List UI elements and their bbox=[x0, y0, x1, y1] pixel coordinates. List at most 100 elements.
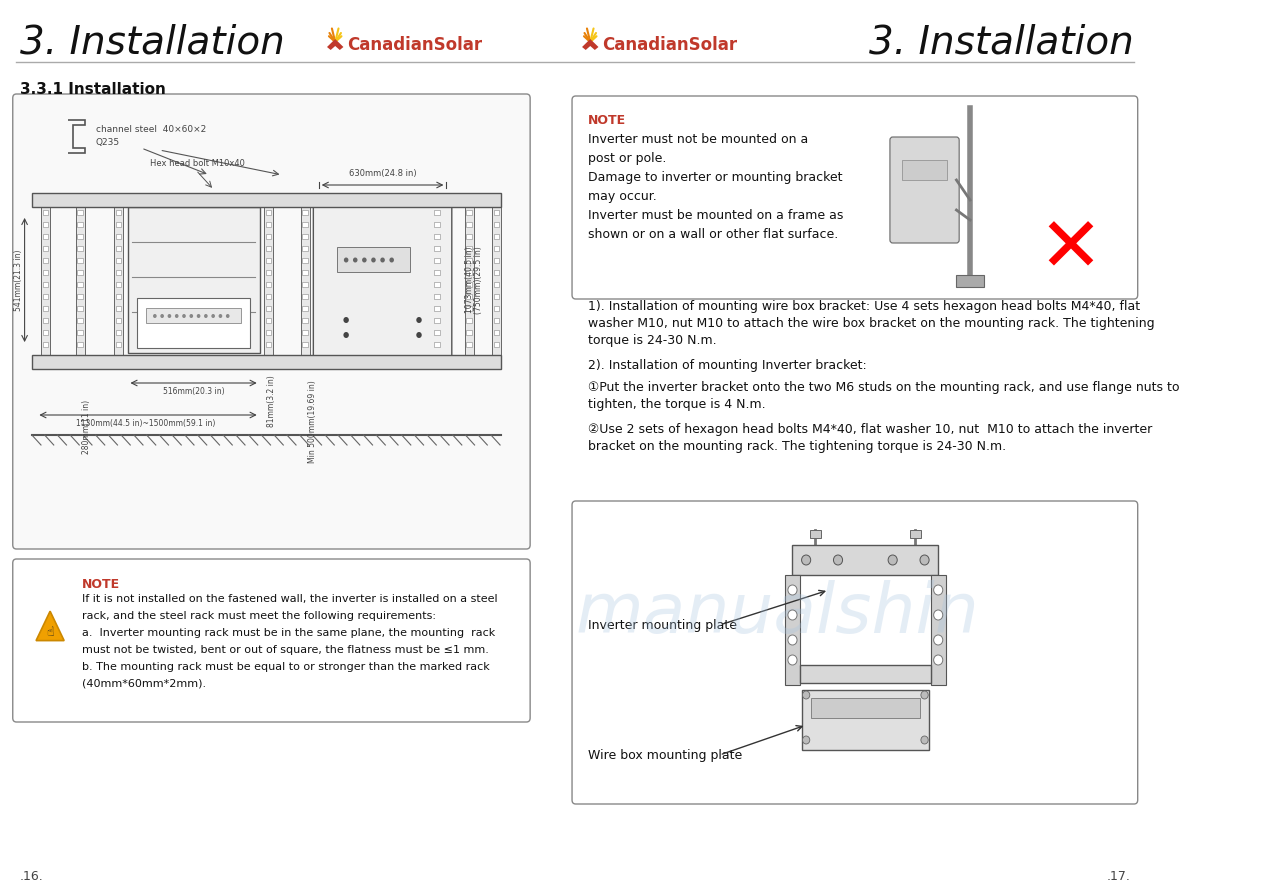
Text: (750mm)(29.5 in): (750mm)(29.5 in) bbox=[474, 246, 482, 314]
Bar bbox=[302, 318, 308, 323]
Circle shape bbox=[788, 585, 797, 595]
Text: may occur.: may occur. bbox=[587, 190, 657, 203]
Text: CanadianSolar: CanadianSolar bbox=[347, 36, 482, 54]
Circle shape bbox=[218, 314, 222, 318]
Bar bbox=[116, 318, 121, 323]
Bar bbox=[494, 234, 499, 239]
Circle shape bbox=[933, 655, 942, 665]
Bar bbox=[302, 258, 308, 263]
FancyBboxPatch shape bbox=[13, 94, 530, 549]
Bar bbox=[77, 294, 83, 299]
Bar bbox=[494, 270, 499, 275]
Circle shape bbox=[160, 314, 164, 318]
Bar bbox=[466, 222, 472, 227]
Bar bbox=[301, 195, 309, 365]
Text: Hex head bolt M10x40: Hex head bolt M10x40 bbox=[150, 160, 245, 169]
Bar bbox=[32, 355, 501, 369]
Bar bbox=[266, 306, 272, 311]
Bar bbox=[494, 294, 499, 299]
Bar bbox=[792, 545, 938, 575]
Bar bbox=[434, 234, 440, 239]
Text: Min 500mm(19.69 in): Min 500mm(19.69 in) bbox=[308, 380, 317, 463]
Circle shape bbox=[417, 317, 422, 323]
Bar bbox=[114, 195, 123, 365]
Text: NOTE: NOTE bbox=[587, 114, 625, 127]
Bar bbox=[811, 698, 919, 718]
Bar bbox=[43, 330, 48, 335]
Text: torque is 24-30 N.m.: torque is 24-30 N.m. bbox=[587, 334, 716, 347]
Bar bbox=[40, 195, 51, 365]
Bar bbox=[43, 282, 48, 287]
Bar bbox=[302, 330, 308, 335]
Bar bbox=[434, 282, 440, 287]
Bar bbox=[266, 330, 272, 335]
Bar bbox=[266, 258, 272, 263]
Text: must not be twisted, bent or out of square, the flatness must be ≤1 mm.: must not be twisted, bent or out of squa… bbox=[82, 645, 489, 655]
Bar bbox=[494, 246, 499, 251]
Text: tighten, the torque is 4 N.m.: tighten, the torque is 4 N.m. bbox=[587, 398, 765, 411]
Bar bbox=[266, 270, 272, 275]
Text: channel steel  40×60×2: channel steel 40×60×2 bbox=[96, 126, 206, 135]
Text: manualshin: manualshin bbox=[576, 580, 979, 647]
Bar bbox=[116, 210, 121, 215]
Bar bbox=[32, 193, 501, 207]
Bar bbox=[302, 294, 308, 299]
Polygon shape bbox=[327, 39, 344, 50]
Text: 3. Installation: 3. Installation bbox=[869, 23, 1134, 61]
Bar bbox=[77, 342, 83, 347]
Bar bbox=[466, 234, 472, 239]
Circle shape bbox=[389, 258, 394, 262]
Bar bbox=[43, 234, 48, 239]
Bar bbox=[810, 530, 821, 538]
Text: 1). Installation of mounting wire box bracket: Use 4 sets hexagon head bolts M4*: 1). Installation of mounting wire box br… bbox=[587, 300, 1139, 313]
Text: 3. Installation: 3. Installation bbox=[20, 23, 284, 61]
Bar bbox=[266, 318, 272, 323]
Text: 1073mm(40.5 in): 1073mm(40.5 in) bbox=[465, 247, 474, 313]
Circle shape bbox=[933, 610, 942, 620]
Text: Damage to inverter or mounting bracket: Damage to inverter or mounting bracket bbox=[587, 171, 842, 184]
Bar bbox=[77, 222, 83, 227]
Bar bbox=[77, 306, 83, 311]
Bar bbox=[116, 246, 121, 251]
Bar bbox=[43, 306, 48, 311]
Text: Inverter must not be mounted on a: Inverter must not be mounted on a bbox=[587, 133, 808, 146]
Bar bbox=[434, 210, 440, 215]
Circle shape bbox=[352, 258, 357, 262]
Circle shape bbox=[788, 655, 797, 665]
Circle shape bbox=[888, 555, 897, 565]
Bar bbox=[266, 210, 272, 215]
Bar bbox=[136, 298, 250, 348]
Bar bbox=[434, 318, 440, 323]
Bar bbox=[266, 222, 272, 227]
FancyBboxPatch shape bbox=[313, 201, 452, 366]
Text: .17.: .17. bbox=[1106, 870, 1130, 883]
Bar bbox=[302, 342, 308, 347]
Bar bbox=[76, 195, 85, 365]
Bar bbox=[494, 342, 499, 347]
Text: 1130mm(44.5 in)~1500mm(59.1 in): 1130mm(44.5 in)~1500mm(59.1 in) bbox=[76, 419, 216, 428]
Circle shape bbox=[168, 314, 172, 318]
Circle shape bbox=[153, 314, 157, 318]
Bar bbox=[337, 247, 410, 272]
Bar bbox=[434, 294, 440, 299]
Circle shape bbox=[189, 314, 193, 318]
Bar bbox=[466, 270, 472, 275]
Circle shape bbox=[802, 691, 810, 699]
Bar bbox=[77, 270, 83, 275]
Bar bbox=[494, 306, 499, 311]
Bar bbox=[434, 258, 440, 263]
Text: If it is not installed on the fastened wall, the inverter is installed on a stee: If it is not installed on the fastened w… bbox=[82, 594, 498, 604]
Bar bbox=[116, 282, 121, 287]
Circle shape bbox=[344, 332, 349, 338]
Polygon shape bbox=[582, 39, 599, 50]
Bar bbox=[802, 690, 930, 750]
Bar bbox=[43, 246, 48, 251]
Bar bbox=[956, 275, 984, 287]
Bar bbox=[494, 222, 499, 227]
Bar bbox=[116, 294, 121, 299]
Bar bbox=[266, 246, 272, 251]
Bar bbox=[43, 294, 48, 299]
Circle shape bbox=[919, 555, 930, 565]
Bar bbox=[466, 294, 472, 299]
FancyBboxPatch shape bbox=[572, 501, 1138, 804]
